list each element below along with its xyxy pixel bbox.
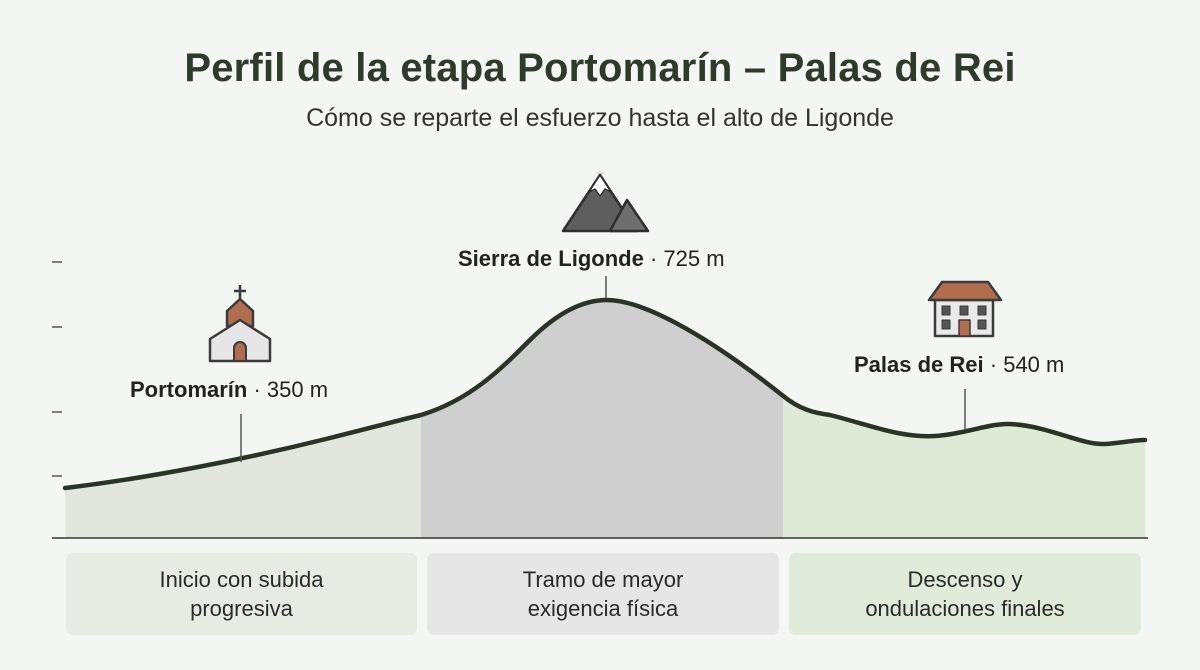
section-fill-peak (421, 300, 783, 538)
page-title: Perfil de la etapa Portomarín – Palas de… (184, 46, 1016, 90)
church-icon (208, 285, 272, 363)
section-box-end: Descenso y ondulaciones finales (789, 553, 1141, 635)
end-point-separator: · (983, 352, 1004, 377)
start-point-label: Portomarín · 350 m (130, 377, 328, 403)
end-point-name: Palas de Rei (854, 352, 984, 377)
peak-point-name: Sierra de Ligonde (458, 246, 644, 271)
section-start-line-2: progresiva (190, 596, 293, 621)
section-end-line-2: ondulaciones finales (865, 596, 1065, 621)
start-point-name: Portomarín (130, 377, 248, 402)
page-subtitle: Cómo se reparte el esfuerzo hasta el alt… (306, 104, 894, 132)
end-point-elevation: 540 m (1003, 352, 1065, 377)
building-icon (927, 280, 1003, 338)
section-box-start: Inicio con subida progresiva (66, 553, 417, 635)
section-peak-line-2: exigencia física (527, 596, 679, 621)
section-end-line-1: Descenso y (907, 567, 1023, 592)
section-box-peak: Tramo de mayor exigencia física (427, 553, 779, 635)
profile-line (62, 297, 1148, 491)
peak-point-label: Sierra de Ligonde · 725 m (458, 246, 725, 272)
section-start-line-1: Inicio con subida (159, 567, 324, 592)
peak-point-separator: · (643, 246, 664, 271)
end-point-label: Palas de Rei · 540 m (854, 352, 1064, 378)
y-axis-ticks (52, 261, 62, 477)
peak-point-elevation: 725 m (663, 246, 725, 271)
section-peak-line-1: Tramo de mayor (522, 567, 684, 592)
start-point-separator: · (247, 377, 267, 402)
start-point-elevation: 350 m (266, 377, 329, 402)
mountain-icon (561, 173, 650, 233)
